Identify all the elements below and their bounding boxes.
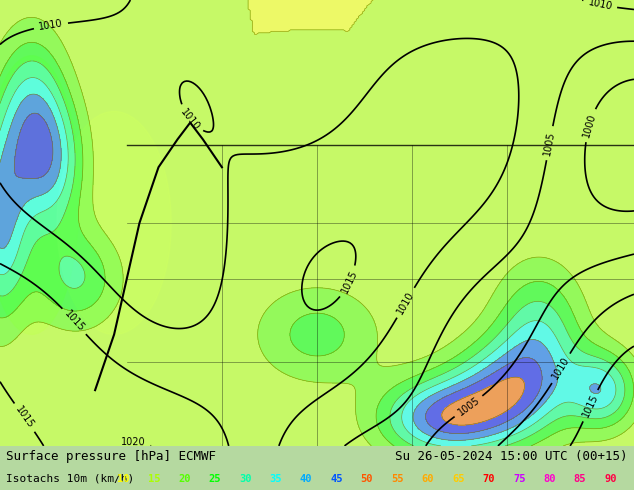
Text: 75: 75: [513, 474, 526, 484]
Text: 1015: 1015: [13, 405, 36, 431]
Text: 85: 85: [574, 474, 586, 484]
Text: 1015: 1015: [62, 309, 86, 334]
Text: 90: 90: [604, 474, 617, 484]
Text: Surface pressure [hPa] ECMWF: Surface pressure [hPa] ECMWF: [6, 450, 216, 464]
Text: 1000: 1000: [581, 112, 598, 138]
Text: 1010: 1010: [38, 19, 64, 32]
Text: 45: 45: [330, 474, 343, 484]
Text: 60: 60: [422, 474, 434, 484]
Text: 65: 65: [452, 474, 465, 484]
Text: 30: 30: [239, 474, 252, 484]
Text: 1005: 1005: [456, 395, 481, 418]
Text: 50: 50: [361, 474, 373, 484]
Text: 40: 40: [300, 474, 313, 484]
Text: 1010: 1010: [179, 107, 202, 132]
Text: 1010: 1010: [587, 0, 613, 12]
Text: 55: 55: [391, 474, 404, 484]
Ellipse shape: [0, 56, 79, 334]
Text: 35: 35: [269, 474, 282, 484]
Text: 25: 25: [209, 474, 221, 484]
Ellipse shape: [57, 112, 171, 335]
Text: 20: 20: [178, 474, 191, 484]
Text: 1020: 1020: [121, 437, 146, 447]
Text: 1015: 1015: [339, 269, 359, 295]
Text: 15: 15: [148, 474, 160, 484]
Text: 10: 10: [117, 474, 130, 484]
Text: 80: 80: [543, 474, 556, 484]
Text: 1010: 1010: [550, 355, 572, 381]
Text: Su 26-05-2024 15:00 UTC (00+15): Su 26-05-2024 15:00 UTC (00+15): [395, 450, 628, 464]
Text: Isotachs 10m (km/h): Isotachs 10m (km/h): [6, 474, 134, 484]
Text: 1015: 1015: [581, 392, 600, 419]
Text: 1010: 1010: [395, 290, 416, 316]
Text: 70: 70: [482, 474, 495, 484]
Text: 1005: 1005: [543, 130, 557, 156]
